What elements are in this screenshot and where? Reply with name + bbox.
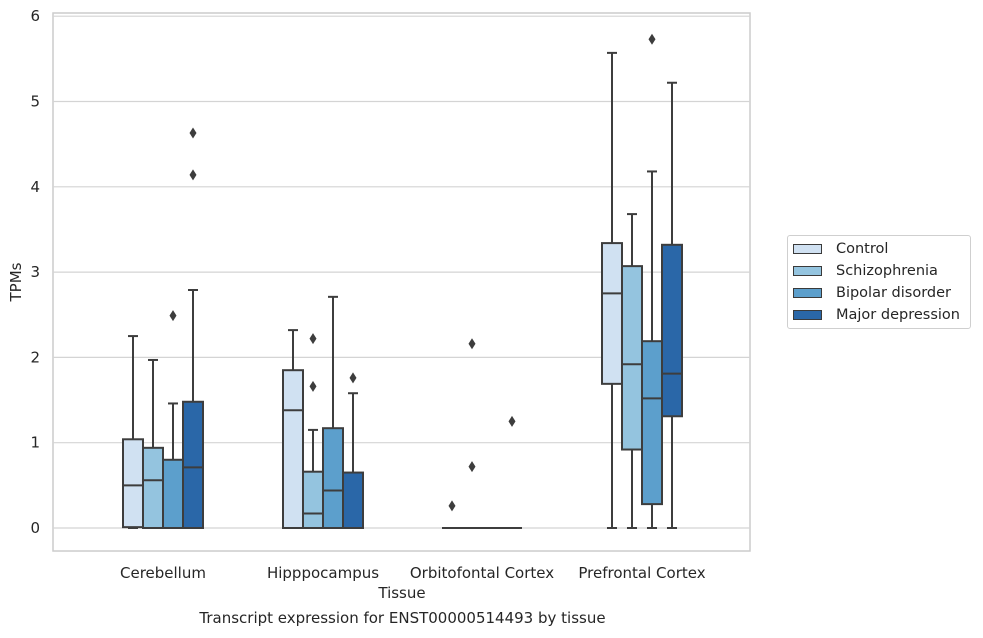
y-tick-label: 4 <box>30 178 40 196</box>
box-body <box>322 427 344 530</box>
legend-swatch-major-depression <box>793 310 822 320</box>
y-tick-label: 5 <box>30 93 40 111</box>
outlier-point <box>189 169 197 181</box>
y-axis-title: TPMs <box>7 262 25 302</box>
box-body <box>641 340 663 506</box>
legend-item-control: Control <box>793 239 888 259</box>
legend: Control Schizophrenia Bipolar disorder M… <box>787 235 971 329</box>
box-body <box>342 471 364 529</box>
y-tick-labels: 0 1 2 3 4 5 6 <box>30 7 40 537</box>
box-schizophrenia-0 <box>142 358 164 529</box>
box-major-depression-1 <box>342 372 364 529</box>
box-body <box>142 446 164 529</box>
box-control-1 <box>282 329 304 529</box>
y-tick-label: 6 <box>30 7 40 25</box>
box-major-depression-3 <box>661 81 683 529</box>
outlier-point <box>648 33 656 45</box>
outlier-point <box>508 415 516 427</box>
legend-item-bipolar-disorder: Bipolar disorder <box>793 283 951 303</box>
legend-label-schizophrenia: Schizophrenia <box>836 263 938 279</box>
legend-item-major-depression: Major depression <box>793 305 960 325</box>
legend-swatch-control <box>793 244 822 254</box>
box-series <box>122 33 683 530</box>
y-tick-label: 3 <box>30 263 40 281</box>
box-schizophrenia-1 <box>302 333 324 529</box>
chart-caption: Transcript expression for ENST0000051449… <box>199 609 606 627</box>
x-tick-label: Cerebellum <box>120 564 206 582</box>
box-control-3 <box>601 51 623 529</box>
box-body <box>122 438 144 529</box>
legend-label-control: Control <box>836 241 889 257</box>
box-major-depression-0 <box>182 127 204 530</box>
box-schizophrenia-3 <box>621 213 643 529</box>
box-body <box>621 265 643 451</box>
x-tick-label: Prefrontal Cortex <box>578 564 705 582</box>
x-tick-label: Hipppocampus <box>267 564 379 582</box>
y-tick-label: 1 <box>30 434 40 452</box>
outlier-point <box>468 461 476 473</box>
outlier-point <box>448 500 456 512</box>
box-body <box>601 242 623 385</box>
outlier-point <box>309 380 317 392</box>
box-schizophrenia-2 <box>462 338 482 529</box>
box-body <box>302 470 324 529</box>
box-major-depression-2 <box>502 415 522 529</box>
x-axis-title: Tissue <box>377 584 425 602</box>
box-body <box>661 243 683 418</box>
legend-label-bipolar-disorder: Bipolar disorder <box>836 285 951 301</box>
outlier-point <box>468 338 476 350</box>
y-tick-label: 2 <box>30 348 40 366</box>
x-tick-label: Orbitofontal Cortex <box>410 564 554 582</box>
outlier-point <box>189 127 197 139</box>
legend-swatch-bipolar-disorder <box>793 288 822 298</box>
box-bipolar-disorder-1 <box>322 295 344 530</box>
box-body <box>182 400 204 530</box>
legend-swatch-schizophrenia <box>793 266 822 276</box>
x-tick-labels: Cerebellum Hipppocampus Orbitofontal Corte… <box>120 564 706 582</box>
legend-label-major-depression: Major depression <box>836 307 960 323</box>
box-body <box>282 369 304 529</box>
outlier-point <box>349 372 357 384</box>
box-body <box>162 458 184 530</box>
outlier-point <box>309 333 317 345</box>
legend-item-schizophrenia: Schizophrenia <box>793 261 938 281</box>
box-bipolar-disorder-3 <box>641 33 663 529</box>
box-control-2 <box>442 500 462 529</box>
y-tick-label: 0 <box>30 519 40 537</box>
outlier-point <box>169 310 177 322</box>
